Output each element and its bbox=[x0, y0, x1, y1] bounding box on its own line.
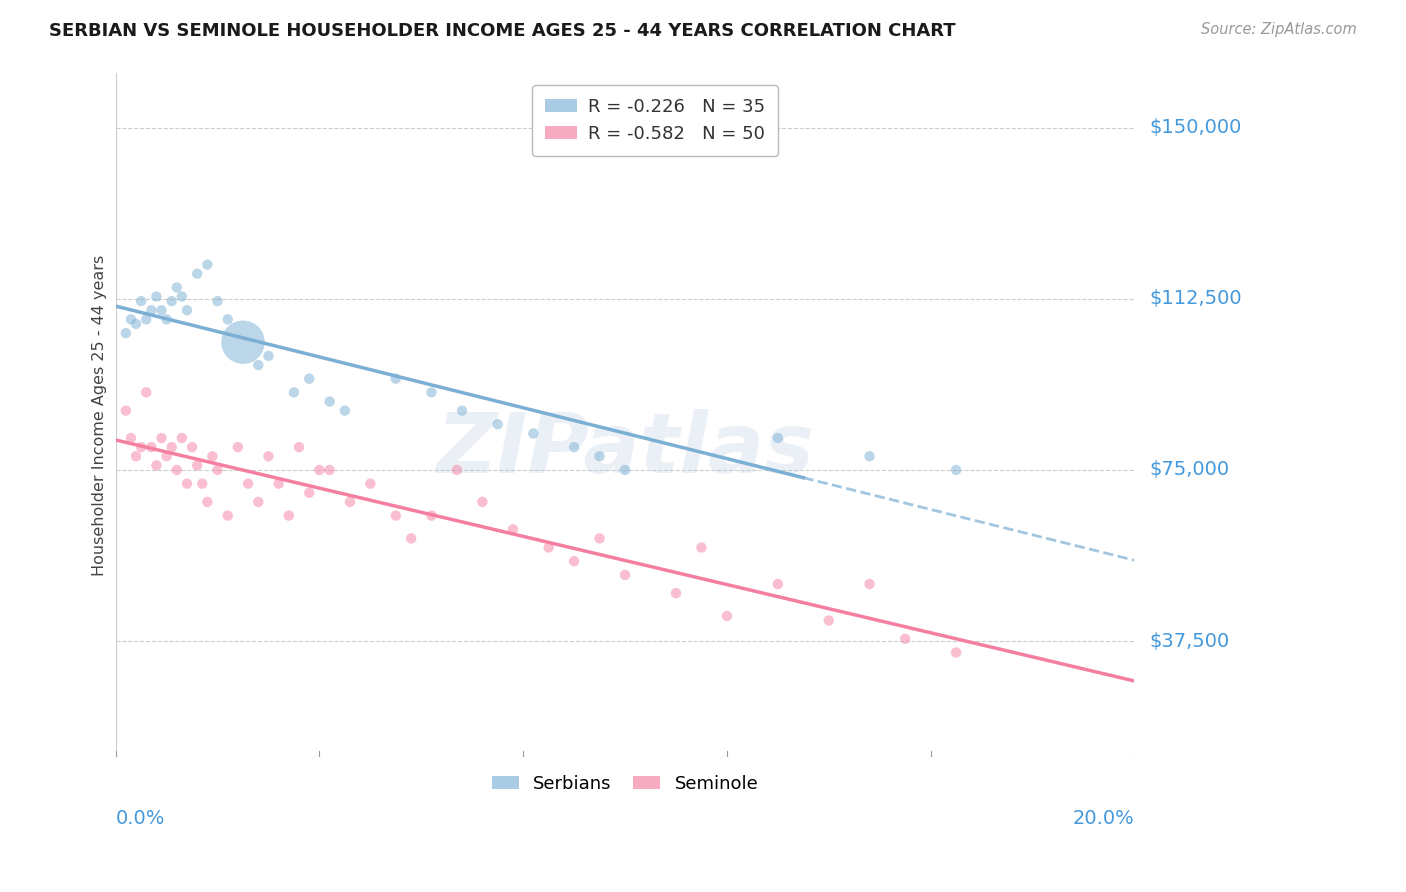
Point bbox=[766, 431, 789, 445]
Point bbox=[562, 554, 585, 568]
Point bbox=[318, 394, 340, 409]
Point bbox=[420, 385, 443, 400]
Point bbox=[766, 577, 789, 591]
Point bbox=[166, 280, 188, 294]
Point bbox=[191, 476, 214, 491]
Point bbox=[894, 632, 917, 646]
Point bbox=[858, 450, 880, 464]
Point bbox=[170, 431, 193, 445]
Point bbox=[232, 335, 254, 350]
Point bbox=[945, 463, 967, 477]
Point bbox=[446, 463, 468, 477]
Point bbox=[186, 458, 208, 473]
Point bbox=[257, 349, 280, 363]
Point bbox=[141, 440, 163, 454]
Text: ZIPatlas: ZIPatlas bbox=[436, 409, 814, 490]
Point bbox=[614, 568, 637, 582]
Point bbox=[257, 450, 280, 464]
Point bbox=[166, 463, 188, 477]
Point bbox=[502, 522, 524, 536]
Point bbox=[141, 303, 163, 318]
Point bbox=[665, 586, 688, 600]
Point bbox=[145, 458, 167, 473]
Point bbox=[195, 495, 218, 509]
Point bbox=[129, 294, 152, 309]
Point bbox=[150, 303, 173, 318]
Point bbox=[176, 476, 198, 491]
Point bbox=[537, 541, 560, 555]
Point bbox=[471, 495, 494, 509]
Point bbox=[236, 476, 259, 491]
Point bbox=[135, 385, 157, 400]
Point bbox=[385, 372, 408, 386]
Point bbox=[135, 312, 157, 326]
Point bbox=[420, 508, 443, 523]
Point bbox=[288, 440, 311, 454]
Text: 0.0%: 0.0% bbox=[115, 809, 165, 828]
Point bbox=[283, 385, 305, 400]
Point bbox=[562, 440, 585, 454]
Point bbox=[522, 426, 544, 441]
Point bbox=[155, 312, 177, 326]
Point bbox=[217, 312, 239, 326]
Point bbox=[160, 440, 183, 454]
Point bbox=[399, 532, 422, 546]
Point bbox=[614, 463, 637, 477]
Text: $37,500: $37,500 bbox=[1150, 632, 1230, 650]
Point bbox=[170, 289, 193, 303]
Point bbox=[588, 450, 610, 464]
Point bbox=[385, 508, 408, 523]
Point bbox=[120, 431, 142, 445]
Text: 20.0%: 20.0% bbox=[1073, 809, 1135, 828]
Point bbox=[333, 403, 356, 417]
Point bbox=[298, 372, 321, 386]
Point bbox=[176, 303, 198, 318]
Point bbox=[359, 476, 381, 491]
Y-axis label: Householder Income Ages 25 - 44 years: Householder Income Ages 25 - 44 years bbox=[93, 254, 107, 576]
Point bbox=[247, 358, 270, 372]
Legend: Serbians, Seminole: Serbians, Seminole bbox=[484, 767, 766, 800]
Point bbox=[298, 485, 321, 500]
Point bbox=[160, 294, 183, 309]
Point bbox=[120, 312, 142, 326]
Point bbox=[690, 541, 713, 555]
Point bbox=[858, 577, 880, 591]
Point bbox=[945, 645, 967, 659]
Point bbox=[207, 463, 229, 477]
Point bbox=[267, 476, 290, 491]
Point bbox=[115, 403, 138, 417]
Text: $112,500: $112,500 bbox=[1150, 289, 1243, 309]
Text: $75,000: $75,000 bbox=[1150, 460, 1230, 480]
Point bbox=[247, 495, 270, 509]
Point bbox=[181, 440, 204, 454]
Point bbox=[150, 431, 173, 445]
Point bbox=[201, 450, 224, 464]
Text: Source: ZipAtlas.com: Source: ZipAtlas.com bbox=[1201, 22, 1357, 37]
Point bbox=[318, 463, 340, 477]
Point bbox=[145, 289, 167, 303]
Point bbox=[155, 450, 177, 464]
Point bbox=[207, 294, 229, 309]
Text: SERBIAN VS SEMINOLE HOUSEHOLDER INCOME AGES 25 - 44 YEARS CORRELATION CHART: SERBIAN VS SEMINOLE HOUSEHOLDER INCOME A… bbox=[49, 22, 956, 40]
Point bbox=[277, 508, 299, 523]
Point bbox=[486, 417, 509, 432]
Point bbox=[308, 463, 330, 477]
Point bbox=[125, 450, 148, 464]
Point bbox=[195, 258, 218, 272]
Point bbox=[115, 326, 138, 340]
Point bbox=[129, 440, 152, 454]
Text: $150,000: $150,000 bbox=[1150, 119, 1241, 137]
Point bbox=[125, 317, 148, 331]
Point bbox=[588, 532, 610, 546]
Point bbox=[226, 440, 249, 454]
Point bbox=[339, 495, 361, 509]
Point bbox=[186, 267, 208, 281]
Point bbox=[217, 508, 239, 523]
Point bbox=[817, 614, 839, 628]
Point bbox=[716, 609, 738, 624]
Point bbox=[451, 403, 474, 417]
